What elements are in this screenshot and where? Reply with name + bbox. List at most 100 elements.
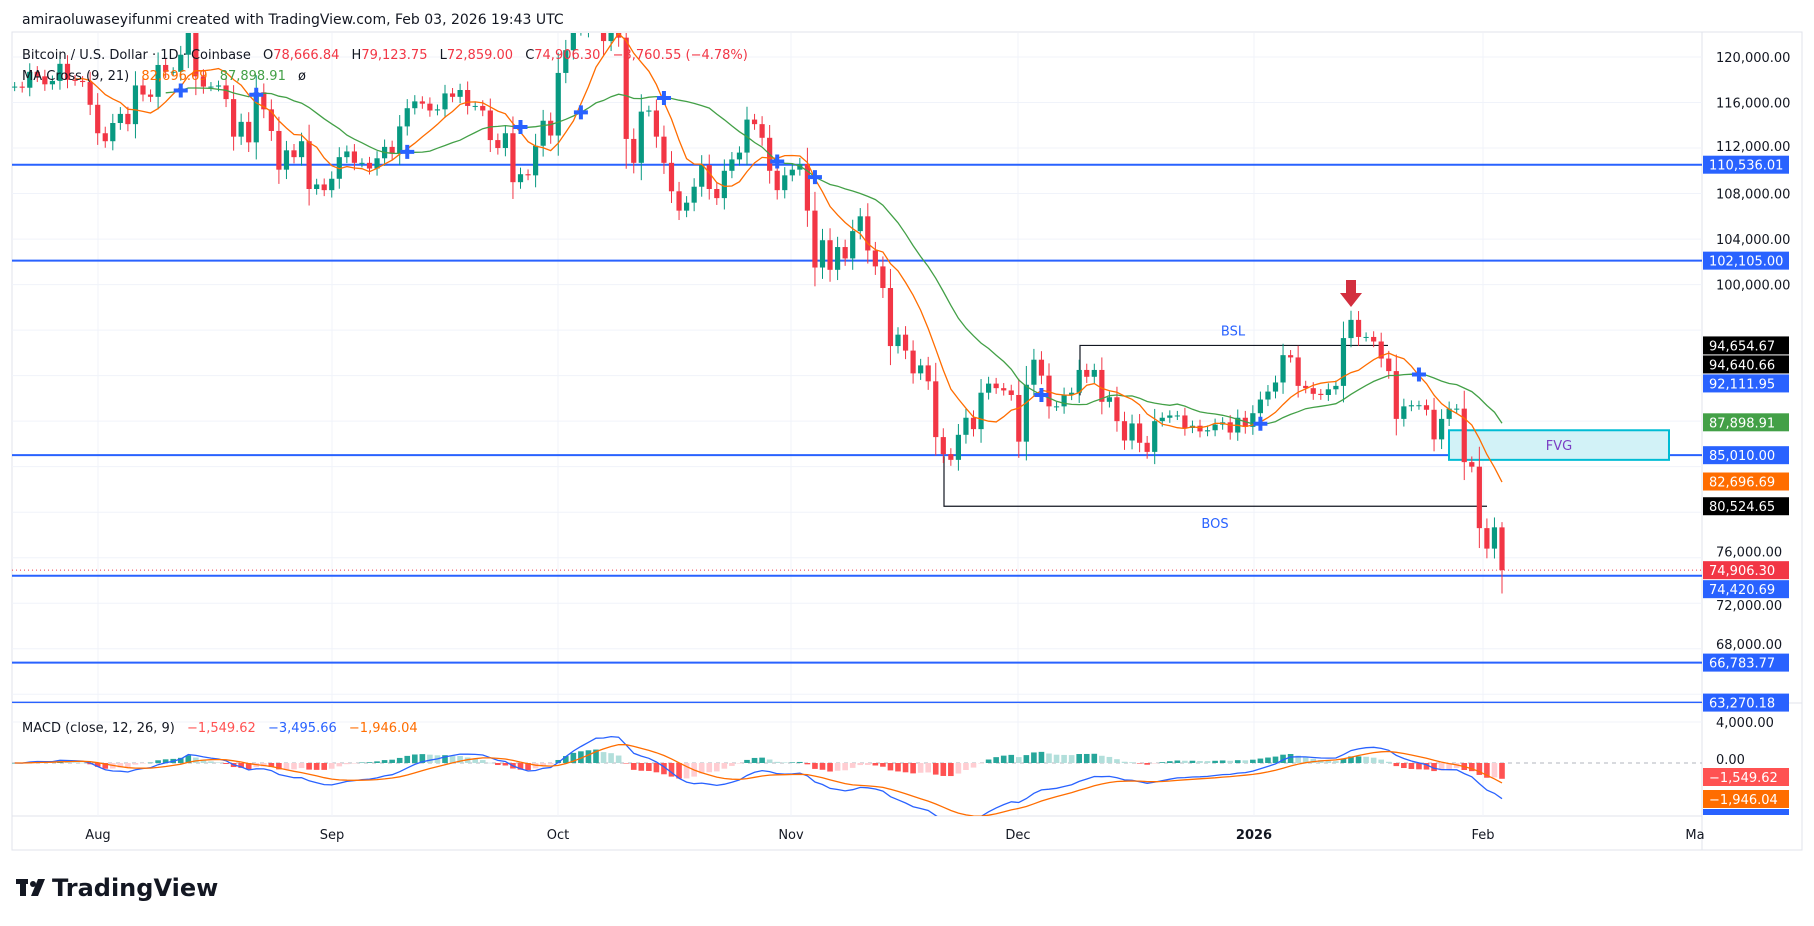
candle[interactable] (653, 99, 659, 148)
candle[interactable] (1250, 405, 1256, 435)
candle[interactable] (1167, 410, 1173, 423)
candle[interactable] (1416, 400, 1422, 410)
candle[interactable] (1137, 414, 1143, 453)
candle[interactable] (132, 71, 139, 139)
candle[interactable] (208, 82, 214, 92)
candle[interactable] (42, 69, 48, 91)
candle[interactable] (117, 107, 123, 130)
candle[interactable] (699, 155, 705, 197)
candle[interactable] (510, 116, 516, 199)
candle[interactable] (623, 8, 629, 169)
candle[interactable] (570, 21, 576, 60)
candle[interactable] (842, 239, 848, 266)
ma-cross-legend[interactable]: MA Cross (9, 21) 82,696.69 87,898.91 ø (22, 69, 306, 84)
candle[interactable] (1393, 354, 1399, 436)
candle[interactable] (351, 144, 357, 171)
candle[interactable] (835, 236, 841, 281)
candle[interactable] (125, 106, 131, 132)
candle[interactable] (1227, 415, 1233, 440)
candle[interactable] (593, 0, 598, 25)
candle[interactable] (102, 126, 108, 148)
candle[interactable] (1280, 343, 1286, 394)
candle[interactable] (449, 88, 456, 103)
candle[interactable] (185, 6, 191, 69)
candle[interactable] (442, 84, 448, 118)
candle[interactable] (1182, 407, 1188, 436)
candle[interactable] (502, 124, 508, 157)
candle[interactable] (684, 196, 690, 218)
candle[interactable] (751, 113, 758, 130)
candle[interactable] (1423, 399, 1430, 416)
candle[interactable] (170, 67, 176, 77)
candle[interactable] (782, 167, 788, 199)
candle[interactable] (631, 128, 637, 174)
candle[interactable] (827, 228, 833, 282)
candle[interactable] (12, 82, 18, 92)
candle[interactable] (1265, 385, 1271, 407)
candle[interactable] (1272, 375, 1279, 399)
candle[interactable] (231, 85, 237, 151)
candle[interactable] (374, 151, 380, 176)
candle[interactable] (978, 379, 984, 443)
candle[interactable] (200, 69, 206, 94)
candle[interactable] (1295, 345, 1301, 398)
candle[interactable] (721, 159, 727, 210)
candle[interactable] (1031, 348, 1037, 396)
tradingview-logo[interactable]: TradingView (16, 874, 218, 902)
candle[interactable] (291, 144, 297, 164)
candle[interactable] (714, 182, 720, 205)
candle[interactable] (940, 428, 946, 463)
candle[interactable] (963, 408, 969, 444)
candle[interactable] (427, 97, 433, 117)
candle[interactable] (1454, 404, 1460, 414)
candle[interactable] (147, 89, 154, 102)
candle[interactable] (1114, 386, 1120, 432)
candle[interactable] (1325, 383, 1331, 401)
candle[interactable] (533, 133, 539, 188)
candle[interactable] (1038, 351, 1045, 385)
candle[interactable] (321, 178, 327, 197)
candle[interactable] (223, 77, 229, 108)
candle[interactable] (1129, 414, 1135, 450)
candle[interactable] (970, 410, 977, 437)
candle[interactable] (555, 52, 561, 156)
candle[interactable] (49, 75, 55, 90)
candle[interactable] (1257, 391, 1263, 422)
candle[interactable] (155, 52, 161, 110)
candle[interactable] (1303, 380, 1309, 394)
time-axis[interactable]: Aug Sep Oct Nov Dec 2026 Feb Ma (85, 828, 1704, 843)
candle[interactable] (261, 83, 267, 119)
candle[interactable] (1386, 350, 1392, 379)
macd-legend[interactable]: MACD (close, 12, 26, 9) −1,549.62 −3,495… (22, 721, 418, 736)
candle[interactable] (1408, 400, 1414, 412)
candle[interactable] (34, 66, 40, 83)
candle[interactable] (1469, 456, 1475, 473)
candle[interactable] (95, 93, 101, 145)
candle[interactable] (676, 181, 682, 221)
candle[interactable] (1023, 365, 1029, 461)
candle[interactable] (1491, 517, 1498, 559)
candle[interactable] (1106, 391, 1112, 408)
candle[interactable] (1144, 435, 1150, 459)
candle[interactable] (57, 55, 63, 90)
candle[interactable] (238, 113, 244, 145)
candle[interactable] (540, 109, 546, 157)
candle[interactable] (140, 78, 146, 102)
price-axis[interactable]: 120,000.00 116,000.00 112,000.00 108,000.00… (1716, 51, 1790, 768)
candle[interactable] (268, 99, 274, 141)
candle[interactable] (736, 146, 743, 166)
candle[interactable] (276, 116, 282, 184)
candle[interactable] (616, 10, 622, 47)
candle[interactable] (1069, 387, 1075, 401)
candle[interactable] (1461, 390, 1467, 481)
candle[interactable] (1001, 383, 1007, 396)
candle[interactable] (1340, 321, 1347, 403)
candle[interactable] (1431, 397, 1437, 452)
candle[interactable] (789, 163, 795, 182)
candle[interactable] (925, 356, 931, 390)
candle[interactable] (1499, 522, 1505, 594)
candle[interactable] (1476, 446, 1482, 549)
candle[interactable] (706, 154, 712, 200)
candle[interactable] (646, 105, 652, 117)
